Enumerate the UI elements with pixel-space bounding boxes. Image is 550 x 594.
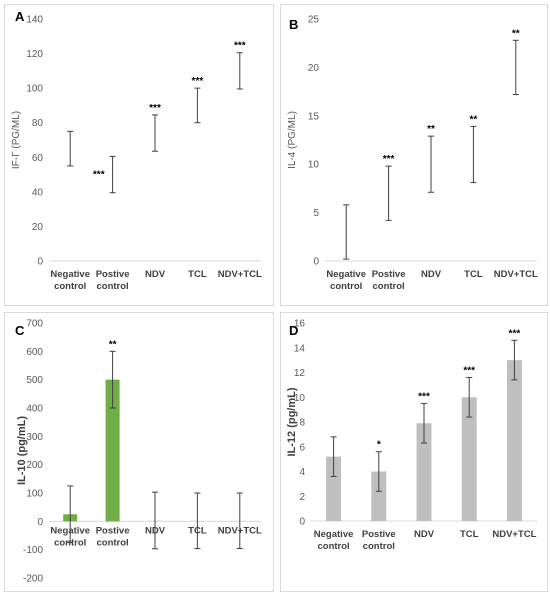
y-tick-label: 60 (32, 153, 44, 164)
y-axis-title: IL-10 (pg/mL) (16, 416, 28, 485)
y-tick-label: 80 (32, 118, 44, 129)
category-label: TCL (464, 269, 483, 280)
bar (506, 360, 522, 521)
category-label: NDV (145, 525, 166, 536)
y-tick-label: 14 (294, 343, 306, 354)
category-label: control (54, 281, 86, 292)
bar (105, 379, 120, 522)
y-tick-label: 6 (299, 442, 305, 453)
y-tick-label: 100 (26, 84, 43, 95)
y-tick-label: 300 (26, 432, 43, 443)
significance-label: *** (93, 170, 105, 181)
bar (326, 456, 342, 521)
y-tick-label: -100 (23, 545, 43, 556)
y-axis-title: IL-4 (PG/ML) (287, 111, 298, 169)
category-label: Postive (372, 269, 406, 280)
bar (416, 423, 432, 521)
significance-label: ** (109, 339, 117, 350)
category-label: NDV+TCL (218, 269, 262, 280)
category-label: Negative (50, 269, 90, 280)
significance-label: *** (418, 391, 430, 402)
category-label: control (363, 541, 395, 552)
category-label: Postive (362, 529, 396, 540)
y-tick-label: 16 (294, 319, 306, 330)
significance-label: *** (192, 76, 204, 87)
category-label: NDV (414, 529, 435, 540)
y-tick-label: 10 (294, 393, 306, 404)
category-label: Postive (96, 525, 130, 536)
significance-label: ** (427, 124, 435, 135)
y-tick-label: 2 (299, 492, 305, 503)
significance-label: ** (512, 28, 520, 39)
y-tick-label: 0 (37, 257, 43, 268)
y-tick-label: 0 (299, 517, 305, 528)
significance-label: *** (509, 328, 521, 339)
bar (461, 397, 477, 521)
category-label: control (317, 541, 349, 552)
y-tick-label: 12 (294, 368, 306, 379)
chart-panel-a: 0 20 40 60 80 100 120 140 IF-Γ (PG/ML) A Negative c… (4, 4, 274, 306)
y-tick-label: 700 (26, 319, 43, 330)
y-axis-title: IL-12 (pg/mL) (286, 387, 298, 456)
category-label: Negative (326, 269, 366, 280)
y-tick-label: -200 (23, 574, 43, 585)
category-label: control (54, 537, 86, 548)
category-label: Negative (314, 529, 354, 540)
panel-label: D (289, 323, 298, 338)
y-tick-label: 400 (26, 404, 43, 415)
y-tick-label: 500 (26, 375, 43, 386)
category-label: control (96, 537, 128, 548)
chart-panel-b: 0 5 10 15 20 25 IL-4 (PG/ML) B Negative control **… (280, 4, 548, 306)
category-label: TCL (188, 269, 207, 280)
bar (371, 471, 387, 521)
significance-label: *** (383, 154, 395, 165)
panel-label: C (15, 323, 25, 338)
panel-label: B (289, 17, 298, 32)
y-tick-label: 0 (37, 517, 43, 528)
panel-label: A (15, 9, 25, 24)
category-label: NDV+TCL (492, 529, 536, 540)
y-tick-label: 200 (26, 460, 43, 471)
significance-label: ** (470, 114, 478, 125)
chart-panel-d: 0 2 4 6 8 10 12 14 16 IL-12 (pg/mL) D Negative contr… (280, 312, 548, 592)
y-tick-label: 600 (26, 347, 43, 358)
y-tick-label: 0 (313, 257, 319, 268)
significance-label: *** (149, 103, 161, 114)
y-tick-label: 100 (26, 489, 43, 500)
category-label: NDV (421, 269, 442, 280)
y-tick-label: 40 (32, 187, 44, 198)
category-label: NDV+TCL (494, 269, 538, 280)
category-label: control (330, 281, 362, 292)
category-label: NDV+TCL (218, 525, 262, 536)
y-tick-label: 10 (308, 160, 320, 171)
y-tick-label: 120 (26, 49, 43, 60)
y-tick-label: 20 (32, 222, 44, 233)
y-tick-label: 15 (308, 111, 320, 122)
category-label: TCL (188, 525, 207, 536)
significance-label: * (377, 440, 381, 451)
y-axis-title: IF-Γ (PG/ML) (11, 111, 22, 169)
y-tick-label: 5 (313, 208, 319, 219)
category-label: NDV (145, 269, 166, 280)
category-label: control (96, 281, 128, 292)
y-tick-label: 4 (299, 467, 305, 478)
y-tick-label: 8 (299, 418, 305, 429)
y-tick-label: 25 (308, 15, 320, 26)
chart-panel-c: -200 -100 0 100 200 300 400 500 600 700 IL-10 (pg/… (4, 312, 274, 592)
significance-label: *** (463, 365, 475, 376)
category-label: Negative (50, 525, 90, 536)
category-label: Postive (96, 269, 130, 280)
y-tick-label: 140 (26, 15, 43, 26)
significance-label: *** (234, 41, 246, 52)
category-label: TCL (460, 529, 479, 540)
chart-svg: -200 -100 0 100 200 300 400 500 600 700 IL-10 (pg/… (15, 319, 262, 585)
category-label: control (372, 281, 404, 292)
y-tick-label: 20 (308, 63, 320, 74)
